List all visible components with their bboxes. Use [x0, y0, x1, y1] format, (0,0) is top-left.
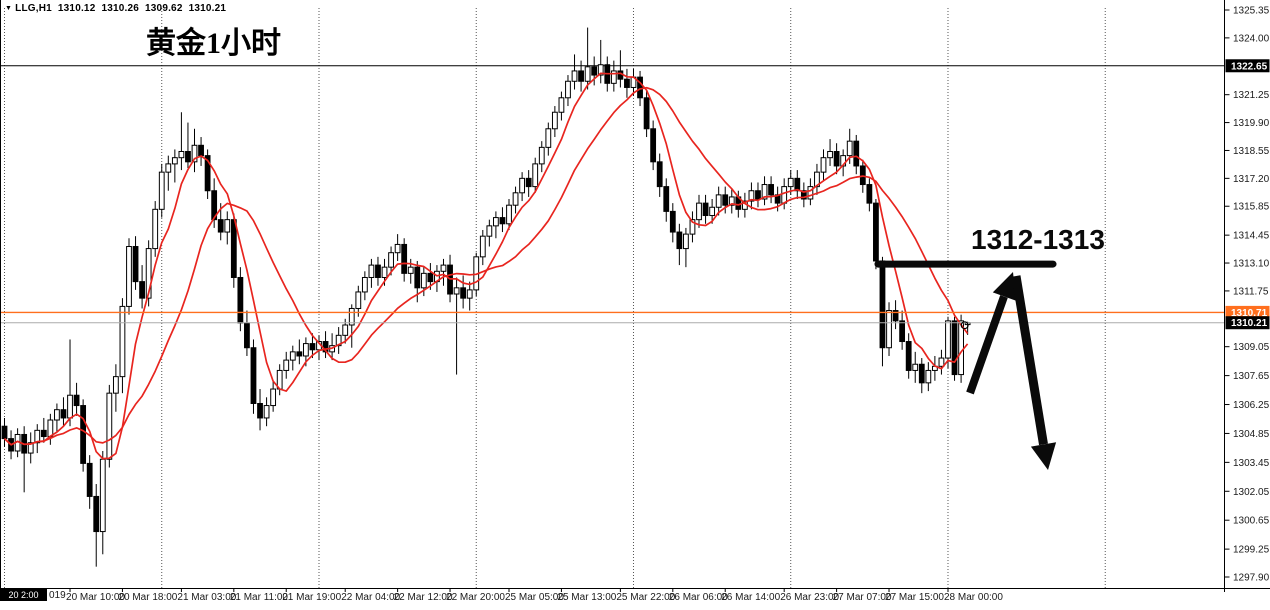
- down-arrow-shaft[interactable]: [1011, 275, 1048, 446]
- svg-text:1313.10: 1313.10: [1233, 259, 1270, 270]
- svg-text:1303.45: 1303.45: [1233, 458, 1270, 469]
- svg-text:1315.85: 1315.85: [1233, 202, 1270, 213]
- symbol-label: LLG,H1: [15, 3, 52, 14]
- high-value: 1310.26: [101, 3, 140, 14]
- high-price-box: [1225, 59, 1270, 73]
- symbol-ohlc-header: ▼ LLG,H1 1310.12 1310.26 1309.62 1310.21: [5, 3, 232, 14]
- crosshair-time-box: 20 2:00: [0, 589, 47, 601]
- hand-drawn-annotation: [874, 260, 1057, 470]
- moving-average-fast: [3, 72, 969, 460]
- svg-text:1318.55: 1318.55: [1233, 146, 1270, 157]
- svg-text:1322.65: 1322.65: [1231, 61, 1268, 72]
- svg-text:21 Mar 19:00: 21 Mar 19:00: [282, 592, 341, 603]
- svg-text:1325.35: 1325.35: [1233, 6, 1270, 17]
- svg-text:27 Mar 07:00: 27 Mar 07:00: [833, 592, 892, 603]
- year-fragment-label: 019: [49, 590, 66, 601]
- svg-text:26 Mar 06:00: 26 Mar 06:00: [669, 592, 728, 603]
- svg-text:1302.05: 1302.05: [1233, 487, 1270, 498]
- svg-text:1299.25: 1299.25: [1233, 545, 1270, 556]
- svg-text:1310.21: 1310.21: [1231, 318, 1268, 329]
- low-value: 1309.62: [145, 3, 183, 14]
- svg-text:1311.75: 1311.75: [1233, 286, 1269, 297]
- svg-text:26 Mar 14:00: 26 Mar 14:00: [721, 592, 780, 603]
- svg-text:21 Mar 03:00: 21 Mar 03:00: [177, 592, 236, 603]
- svg-text:1297.90: 1297.90: [1233, 573, 1270, 584]
- svg-text:25 Mar 22:00: 25 Mar 22:00: [616, 592, 675, 603]
- svg-text:1321.25: 1321.25: [1233, 90, 1270, 101]
- last-price-box: [1225, 316, 1270, 330]
- svg-text:21 Mar 11:00: 21 Mar 11:00: [230, 592, 289, 603]
- collapse-triangle-icon[interactable]: ▼: [5, 5, 13, 12]
- svg-text:1306.25: 1306.25: [1233, 400, 1270, 411]
- svg-text:1309.05: 1309.05: [1233, 342, 1270, 353]
- up-arrow-head: [992, 272, 1016, 301]
- svg-text:1304.85: 1304.85: [1233, 429, 1270, 440]
- svg-text:26 Mar 23:00: 26 Mar 23:00: [780, 592, 839, 603]
- up-arrow-shaft[interactable]: [966, 295, 1008, 395]
- svg-text:1317.20: 1317.20: [1233, 174, 1270, 185]
- resistance-zone-label: 1312-1313: [971, 224, 1105, 255]
- open-value: 1310.12: [57, 3, 96, 14]
- price-axis[interactable]: 1325.35 1324.00 1321.25 1319.90 1318.55 1317.…: [1224, 0, 1270, 610]
- svg-text:27 Mar 15:00: 27 Mar 15:00: [885, 592, 944, 603]
- svg-text:22 Mar 12:00: 22 Mar 12:00: [394, 592, 453, 603]
- svg-text:20 Mar 10:00: 20 Mar 10:00: [66, 592, 125, 603]
- candlesticks-layer: [1, 27, 971, 567]
- chart-title: 黄金1小时: [146, 27, 281, 60]
- svg-text:28 Mar 00:00: 28 Mar 00:00: [944, 592, 1003, 603]
- svg-text:22 Mar 20:00: 22 Mar 20:00: [446, 592, 505, 603]
- svg-text:1324.00: 1324.00: [1233, 33, 1270, 44]
- svg-text:20 Mar 18:00: 20 Mar 18:00: [118, 592, 177, 603]
- close-value: 1310.21: [188, 3, 227, 14]
- svg-text:1319.90: 1319.90: [1233, 118, 1270, 129]
- svg-text:1314.45: 1314.45: [1233, 231, 1270, 242]
- svg-text:1307.65: 1307.65: [1233, 371, 1270, 382]
- last-close-marker: [960, 321, 969, 330]
- svg-text:25 Mar 13:00: 25 Mar 13:00: [557, 592, 616, 603]
- down-arrow-head: [1030, 442, 1057, 470]
- svg-text:1310.71: 1310.71: [1231, 308, 1268, 319]
- svg-text:22 Mar 04:00: 22 Mar 04:00: [341, 592, 400, 603]
- ask-price-box: [1225, 305, 1270, 319]
- svg-text:25 Mar 05:00: 25 Mar 05:00: [505, 592, 564, 603]
- svg-text:1300.65: 1300.65: [1233, 516, 1270, 527]
